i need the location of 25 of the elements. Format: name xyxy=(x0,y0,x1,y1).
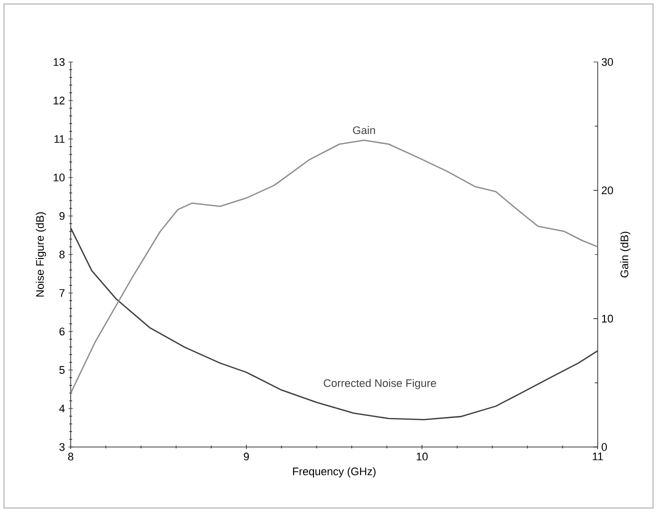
y-tick-label: 4 xyxy=(59,404,65,412)
y2-tick-label: 0 xyxy=(602,443,607,451)
x-tick-label: 10 xyxy=(416,452,428,460)
y-tick-label: 8 xyxy=(59,250,65,258)
series-label: Corrected Noise Figure xyxy=(324,378,436,390)
y2-tick-label: 30 xyxy=(602,58,613,66)
y-tick-label: 5 xyxy=(59,366,65,374)
y-tick-label: 3 xyxy=(59,443,65,451)
y-tick-label: 9 xyxy=(59,212,65,220)
y-axis-title: Noise Figure (dB) xyxy=(36,212,46,297)
y2-tick-label: 10 xyxy=(602,314,613,323)
y-tick-label: 6 xyxy=(60,328,65,336)
y-tick-label: 12 xyxy=(54,96,65,104)
x-tick-label: 9 xyxy=(244,452,249,460)
y-tick-label: 13 xyxy=(54,58,65,66)
x-tick-label: 8 xyxy=(68,452,74,460)
x-axis-title: Frequency (GHz) xyxy=(293,467,376,478)
y2-axis-title: Gain (dB) xyxy=(620,232,630,278)
y-tick-label: 7 xyxy=(60,289,65,297)
y-tick-label: 11 xyxy=(54,135,65,143)
y2-tick-label: 20 xyxy=(602,186,613,194)
series-label: Gain xyxy=(353,126,375,134)
line-series xyxy=(70,140,598,394)
y-tick-label: 10 xyxy=(54,174,65,182)
x-tick-label: 11 xyxy=(592,452,603,460)
